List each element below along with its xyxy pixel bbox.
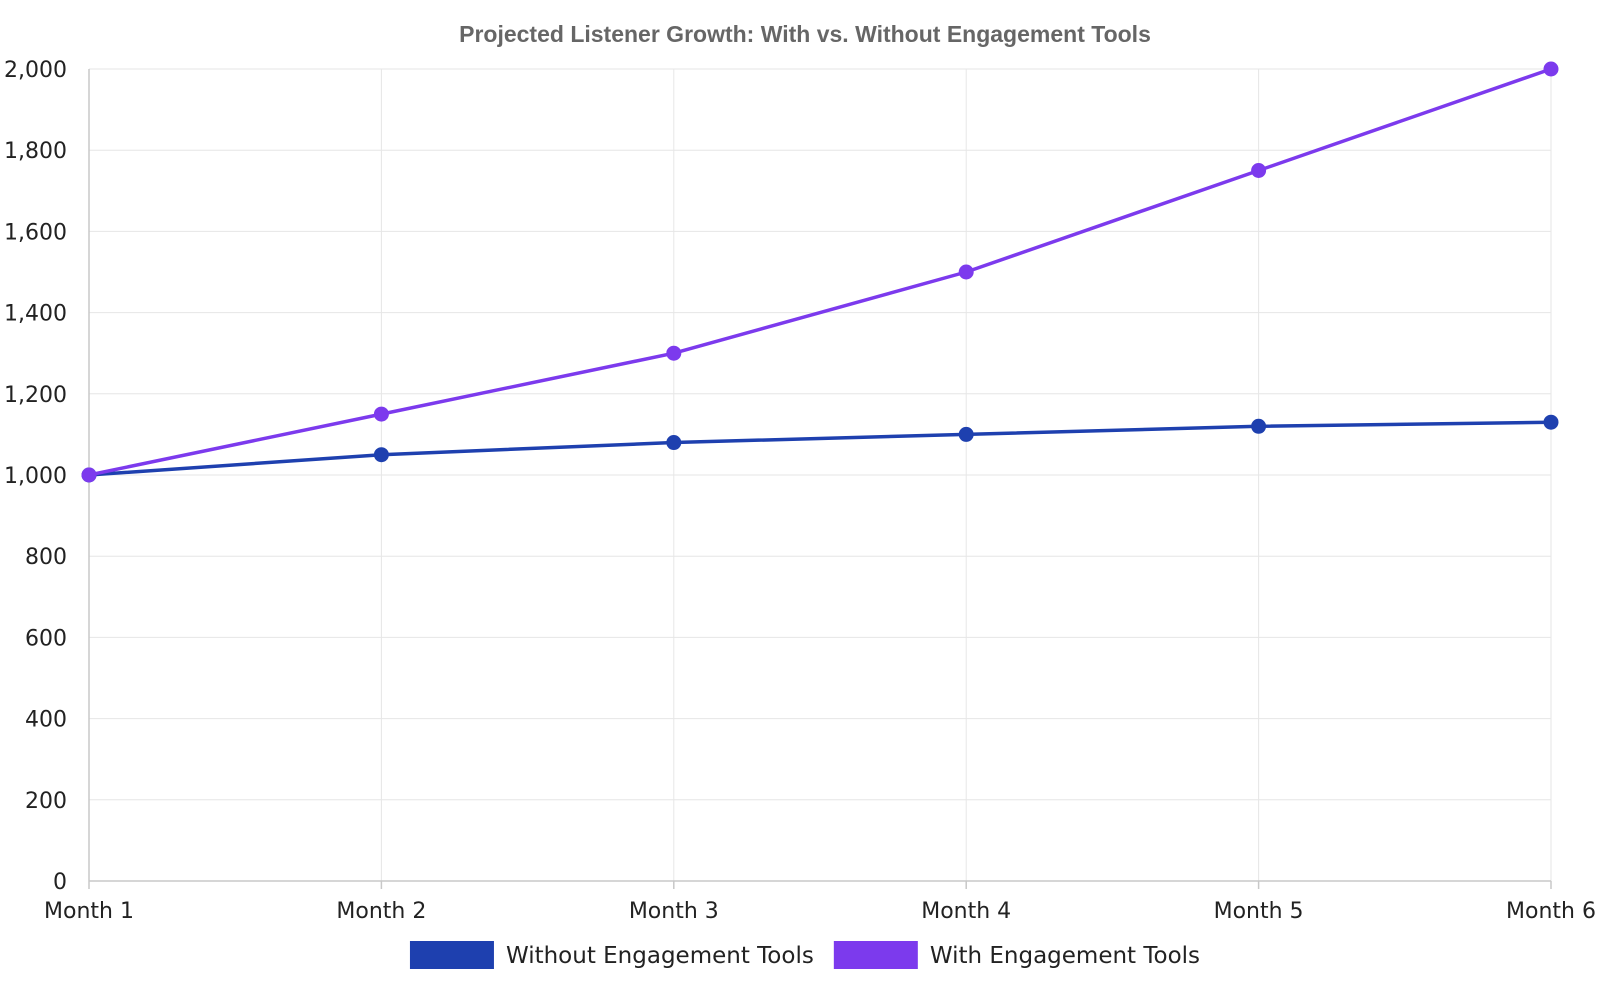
grid	[89, 68, 1552, 881]
y-tick-label: 1,200	[4, 383, 67, 408]
data-point[interactable]	[81, 467, 97, 483]
chart-title: Projected Listener Growth: With vs. With…	[459, 21, 1151, 47]
legend-item[interactable]: With Engagement Tools	[833, 941, 1200, 969]
data-point[interactable]	[666, 435, 682, 451]
data-point[interactable]	[666, 345, 682, 361]
data-point[interactable]	[373, 447, 389, 463]
legend-swatch	[409, 941, 494, 969]
data-point[interactable]	[1251, 418, 1267, 434]
data-point[interactable]	[958, 264, 974, 280]
y-tick-label: 400	[25, 708, 67, 733]
legend-label: Without Engagement Tools	[506, 943, 814, 969]
x-tick-label: Month 2	[336, 899, 426, 924]
y-tick-label: 600	[25, 626, 67, 651]
y-tick-label: 800	[25, 545, 67, 570]
axes: 0 200 400 600 800 1,000 1,200 1,400 1,600 1,800 2,…	[4, 58, 1596, 924]
data-point[interactable]	[958, 426, 974, 442]
y-tick-label: 1,800	[4, 139, 67, 164]
y-tick-label: 200	[25, 789, 67, 814]
x-tick-label: Month 1	[44, 899, 134, 924]
y-tick-label: 1,000	[4, 464, 67, 489]
series-group	[81, 61, 1559, 483]
legend-label: With Engagement Tools	[930, 943, 1200, 969]
series-line	[88, 67, 1552, 477]
legend-item[interactable]: Without Engagement Tools	[409, 941, 814, 969]
legend: Without Engagement Tools With Engagement …	[409, 941, 1200, 969]
legend-swatch	[833, 941, 918, 969]
y-tick-label: 0	[53, 870, 67, 895]
x-tick-label: Month 4	[921, 899, 1011, 924]
data-point[interactable]	[373, 406, 389, 422]
series-line	[88, 420, 1552, 477]
data-point[interactable]	[1543, 61, 1559, 77]
data-point[interactable]	[1543, 414, 1559, 430]
data-point[interactable]	[1251, 163, 1267, 178]
x-tick-label: Month 3	[629, 899, 719, 924]
y-tick-label: 1,400	[4, 302, 67, 327]
y-tick-label: 2,000	[4, 58, 67, 83]
x-tick-label: Month 6	[1506, 899, 1596, 924]
y-tick-label: 1,600	[4, 220, 67, 245]
x-tick-label: Month 5	[1214, 899, 1304, 924]
series-1	[81, 414, 1559, 483]
series-2	[81, 61, 1559, 483]
